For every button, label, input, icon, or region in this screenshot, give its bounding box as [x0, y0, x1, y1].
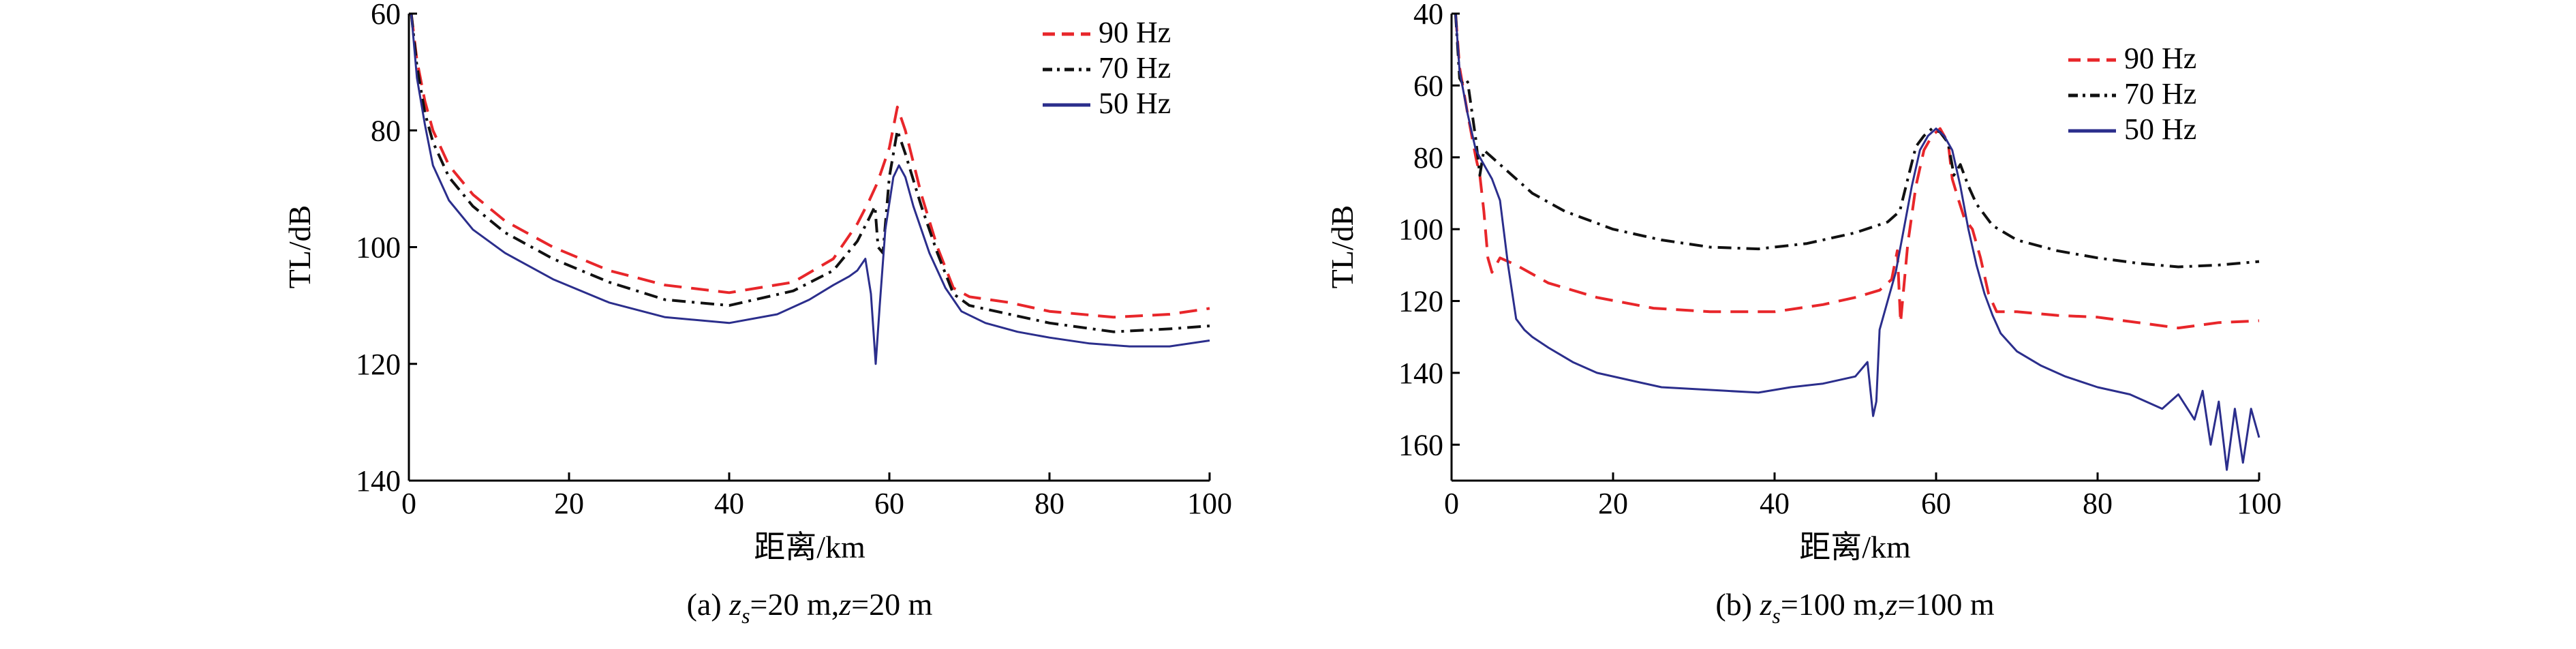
panel-a-caption-end: =20 m	[851, 587, 932, 622]
legend-label: 70 Hz	[1099, 51, 1171, 85]
panel-b: 0 20 40 60 80 100 40 60 80 100 120 140 160 TL/dB 距离…	[1325, 0, 2282, 628]
y-tick-label: 120	[1398, 285, 1443, 318]
x-tick-label: 20	[1598, 487, 1628, 520]
panel-a-caption-subscript: s	[741, 603, 750, 628]
panel-a-x-ticks: 0 20 40 60 80 100	[401, 472, 1232, 520]
series-line-90-hz	[410, 13, 1210, 319]
panel-b-x-ticks: 0 20 40 60 80 100	[1444, 472, 2282, 520]
panel-a-y-ticks: 60 80 100 120 140	[356, 0, 417, 498]
y-tick-label: 100	[356, 231, 401, 265]
panel-a-caption-mid: =20 m,	[750, 587, 840, 622]
series-line-50-hz	[1454, 13, 2260, 471]
y-tick-label: 80	[371, 114, 401, 147]
y-tick-label: 100	[1398, 213, 1443, 246]
panel-b-caption-end: =100 m	[1897, 587, 1994, 622]
y-tick-label: 60	[371, 0, 401, 31]
panel-a-caption-var2: z	[838, 587, 851, 622]
panel-b-caption-prefix: (b)	[1715, 587, 1760, 622]
panel-b-series	[1454, 13, 2260, 471]
panel-b-caption-var2: z	[1885, 587, 1898, 622]
legend-label: 50 Hz	[2124, 112, 2196, 146]
panel-b-caption-mid: =100 m,	[1781, 587, 1886, 622]
legend-label: 90 Hz	[1099, 16, 1171, 49]
panel-a-caption-prefix: (a)	[687, 587, 730, 622]
y-tick-label: 140	[356, 464, 401, 498]
panel-a: 0 20 40 60 80 100 60 80 100 120 140 TL/dB 距离/km (…	[282, 0, 1232, 628]
panel-a-caption-var1: z	[729, 587, 741, 622]
panel-a-caption: (a) zs=20 m,z=20 m	[687, 587, 933, 628]
panel-b-y-ticks: 40 60 80 100 120 140 160	[1398, 0, 1460, 462]
panel-b-x-axis-label: 距离/km	[1799, 530, 1911, 564]
y-tick-label: 140	[1398, 357, 1443, 390]
x-tick-label: 80	[2083, 487, 2113, 520]
panel-a-x-axis-label: 距离/km	[754, 530, 865, 564]
panel-a-y-axis-label: TL/dB	[282, 205, 317, 289]
y-tick-label: 120	[356, 348, 401, 381]
x-tick-label: 0	[1444, 487, 1459, 520]
x-tick-label: 0	[401, 487, 416, 520]
panel-b-caption: (b) zs=100 m,z=100 m	[1715, 587, 1995, 628]
x-tick-label: 40	[714, 487, 744, 520]
panel-a-series	[410, 13, 1210, 365]
legend-label: 90 Hz	[2124, 42, 2196, 75]
x-tick-label: 60	[1921, 487, 1951, 520]
y-tick-label: 40	[1413, 0, 1443, 31]
x-tick-label: 40	[1760, 487, 1790, 520]
y-tick-label: 160	[1398, 428, 1443, 462]
series-line-50-hz	[410, 13, 1210, 365]
x-tick-label: 60	[874, 487, 904, 520]
x-tick-label: 20	[554, 487, 584, 520]
x-tick-label: 80	[1034, 487, 1064, 520]
series-line-70-hz	[1454, 13, 2260, 269]
panel-b-caption-var1: z	[1759, 587, 1772, 622]
series-line-90-hz	[1454, 13, 2260, 330]
legend-label: 50 Hz	[1099, 87, 1171, 120]
panel-b-y-axis-label: TL/dB	[1325, 205, 1360, 289]
panel-b-caption-subscript: s	[1772, 603, 1780, 628]
x-tick-label: 100	[1187, 487, 1232, 520]
legend-label: 70 Hz	[2124, 77, 2196, 110]
series-line-70-hz	[410, 13, 1210, 333]
y-tick-label: 60	[1413, 69, 1443, 102]
y-tick-label: 80	[1413, 141, 1443, 175]
x-tick-label: 100	[2237, 487, 2282, 520]
